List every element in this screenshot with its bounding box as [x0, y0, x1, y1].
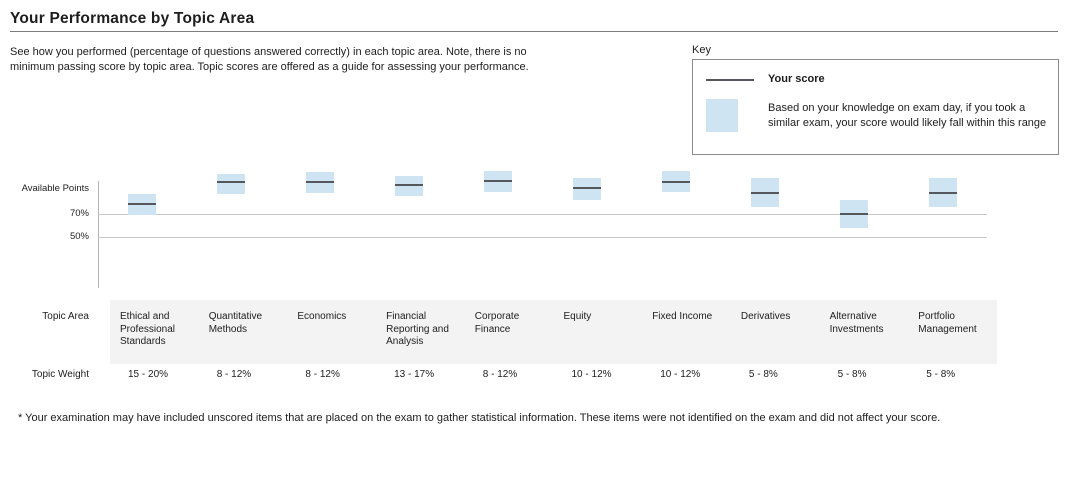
score-range-box	[928, 177, 957, 208]
your-score-line	[217, 181, 246, 184]
topic-area-band	[110, 300, 997, 364]
y-axis-label-available-points: Available Points	[21, 183, 89, 194]
y-axis-tick-50: 50%	[69, 231, 89, 242]
key-legend-box: Your score Based on your knowledge on ex…	[692, 59, 1059, 155]
footnote: * Your examination may have included uns…	[18, 412, 941, 424]
score-range-box	[395, 175, 424, 197]
your-score-line	[395, 184, 424, 187]
topic-name: Financial Reporting and Analysis	[386, 311, 449, 347]
topic-name: Portfolio Management	[918, 311, 977, 335]
y-axis-line	[98, 181, 99, 288]
gridline-70-percent	[98, 214, 987, 215]
score-range-box	[839, 199, 868, 229]
key-range-description: Based on your knowledge on exam day, if …	[768, 102, 1047, 129]
topic-weight: 8 - 12%	[216, 369, 252, 380]
score-range-box	[750, 177, 779, 208]
topic-weight: 5 - 8%	[748, 369, 778, 380]
your-score-line	[484, 179, 513, 182]
score-range-box	[572, 177, 601, 200]
topic-name: Corporate Finance	[474, 311, 520, 335]
topic-weight: 10 - 12%	[660, 369, 701, 380]
score-range-box	[306, 172, 335, 194]
score-range-box	[484, 171, 513, 192]
your-score-line	[661, 181, 690, 184]
gridline-50-percent	[98, 237, 987, 238]
score-range-swatch	[706, 99, 738, 132]
topic-weight: 10 - 12%	[571, 369, 612, 380]
your-score-line	[306, 181, 335, 184]
page-description: See how you performed (percentage of que…	[10, 46, 529, 73]
score-range-box	[217, 174, 246, 195]
topic-name: Equity	[563, 311, 592, 322]
key-label: Key	[692, 44, 711, 56]
page-title: Your Performance by Topic Area	[10, 10, 255, 27]
your-score-line	[572, 186, 601, 189]
topic-name: Ethical and Professional Standards	[120, 311, 176, 347]
row-label-topic-area: Topic Area	[42, 311, 89, 322]
topic-weight: 5 - 8%	[837, 369, 867, 380]
topic-name: Quantitative Methods	[208, 311, 263, 335]
your-score-line	[128, 203, 157, 206]
row-label-topic-weight: Topic Weight	[31, 369, 89, 380]
topic-weight: 15 - 20%	[128, 369, 169, 380]
your-score-line	[928, 192, 957, 195]
topic-name: Alternative Investments	[829, 311, 884, 335]
your-score-line	[839, 212, 868, 215]
your-score-line	[750, 192, 779, 195]
topic-name: Fixed Income	[652, 311, 713, 322]
topic-weight: 13 - 17%	[394, 369, 435, 380]
topic-weight: 8 - 12%	[305, 369, 340, 380]
topic-name: Economics	[297, 311, 347, 322]
topic-name: Derivatives	[740, 311, 791, 322]
topic-weight: 8 - 12%	[482, 369, 518, 380]
your-score-line-swatch	[706, 79, 754, 81]
score-range-box	[128, 194, 157, 216]
title-divider	[10, 31, 1058, 32]
topic-weight: 5 - 8%	[926, 369, 956, 380]
key-score-label: Your score	[768, 73, 825, 85]
y-axis-tick-70: 70%	[69, 208, 89, 219]
score-range-box	[661, 171, 690, 192]
